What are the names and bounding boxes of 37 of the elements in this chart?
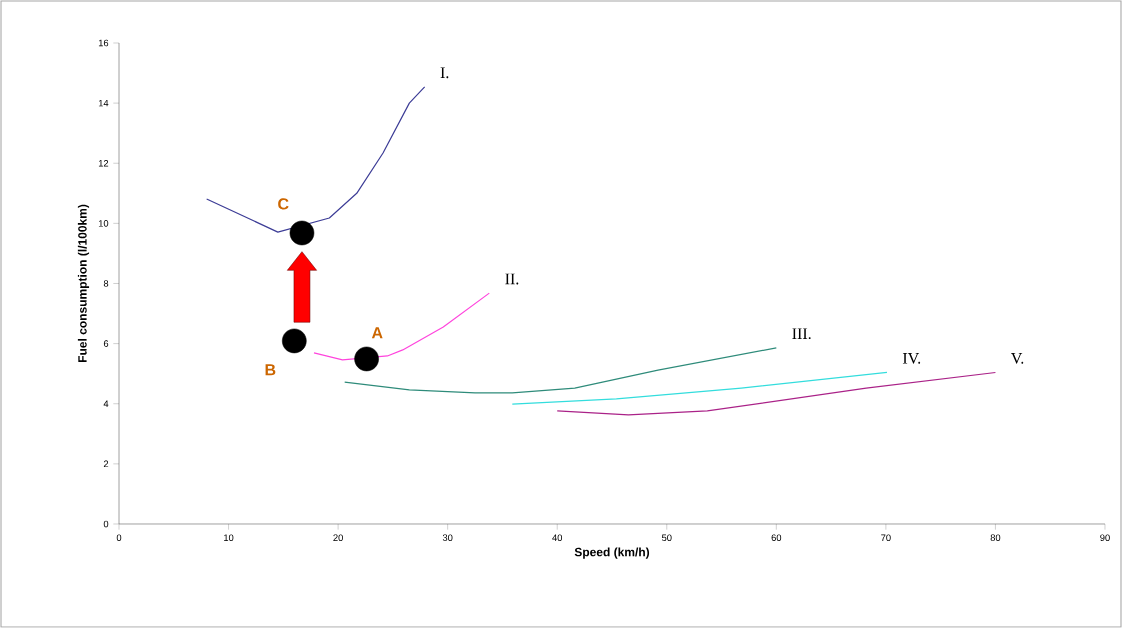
line-series xyxy=(511,371,888,405)
line-series xyxy=(206,86,426,233)
x-axis-title: Speed (km/h) xyxy=(574,547,650,559)
y-tick-label: 12 xyxy=(98,160,109,167)
y-tick-label: 10 xyxy=(98,220,109,227)
series-label: II. xyxy=(505,273,519,285)
x-tick-label: 50 xyxy=(661,534,672,541)
series-label: IV. xyxy=(902,353,921,364)
series-label: III. xyxy=(792,328,811,340)
x-tick-label: 90 xyxy=(1100,534,1110,541)
x-tick-label: 70 xyxy=(881,534,891,541)
x-tick-label: 0 xyxy=(116,534,122,541)
y-tick-label: 8 xyxy=(103,280,109,287)
annotation: B xyxy=(265,364,276,376)
y-axis-title: Fuel consumption (l/100km) xyxy=(77,204,90,363)
x-tick-label: 40 xyxy=(552,534,563,541)
series-label: I. xyxy=(440,67,449,79)
x-tick-label: 30 xyxy=(442,534,453,541)
line-series xyxy=(344,347,777,394)
annotation: C xyxy=(278,198,289,210)
y-tick-label: 16 xyxy=(98,39,109,47)
y-tick-label: 2 xyxy=(103,460,109,468)
y-tick-label: 4 xyxy=(103,400,109,407)
series-label: V. xyxy=(1011,353,1024,364)
y-tick-label: 14 xyxy=(98,99,109,107)
y-tick-label: 6 xyxy=(103,340,109,347)
line-series xyxy=(556,371,997,416)
x-tick-label: 80 xyxy=(990,534,1001,541)
line-series xyxy=(313,292,490,361)
x-tick-label: 60 xyxy=(771,534,782,541)
point xyxy=(289,220,315,246)
point xyxy=(282,328,307,354)
y-tick-label: 0 xyxy=(103,520,109,528)
point xyxy=(354,346,379,372)
x-tick-label: 10 xyxy=(224,534,234,541)
annotation: A xyxy=(371,327,383,339)
x-tick-label: 20 xyxy=(333,534,343,541)
